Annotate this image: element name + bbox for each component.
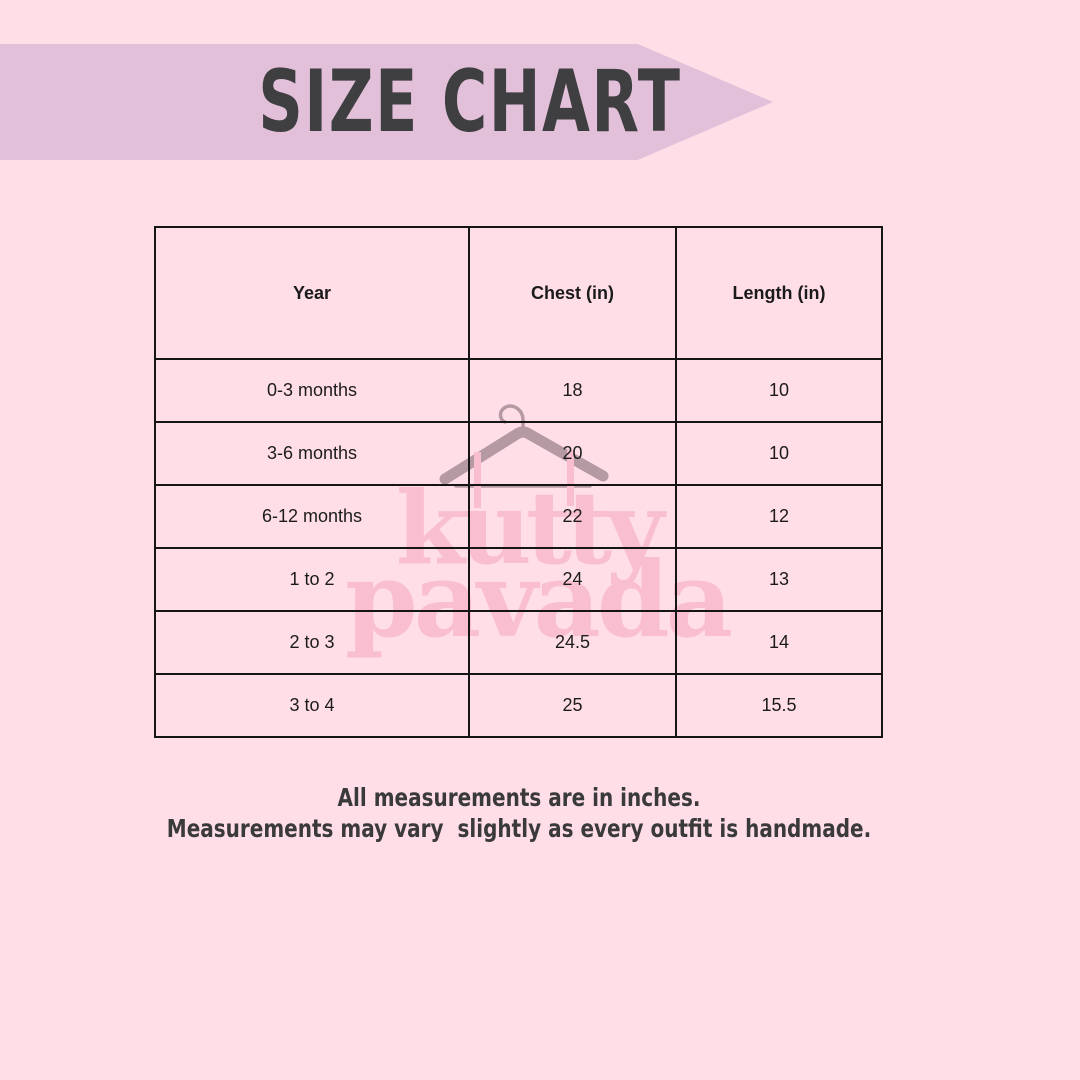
cell-year: 3 to 4 xyxy=(154,673,470,738)
cell-chest: 18 xyxy=(468,358,677,423)
table-header-row: Year Chest (in) Length (in) xyxy=(154,226,883,360)
cell-chest: 20 xyxy=(468,421,677,486)
table-row: 6-12 months 22 12 xyxy=(154,484,883,549)
cell-length: 12 xyxy=(675,484,883,549)
cell-year: 6-12 months xyxy=(154,484,470,549)
footer-line-1: All measurements are in inches. xyxy=(337,783,701,812)
cell-length: 14 xyxy=(675,610,883,675)
table-row: 1 to 2 24 13 xyxy=(154,547,883,612)
footer-line-2: Measurements may vary slightly as every … xyxy=(166,814,872,843)
title-banner: SIZE CHART xyxy=(0,44,773,160)
col-header-year: Year xyxy=(154,226,470,360)
cell-year: 2 to 3 xyxy=(154,610,470,675)
col-header-chest: Chest (in) xyxy=(468,226,677,360)
cell-length: 15.5 xyxy=(675,673,883,738)
page-title: SIZE CHART xyxy=(258,52,682,152)
cell-chest: 24 xyxy=(468,547,677,612)
cell-year: 1 to 2 xyxy=(154,547,470,612)
cell-chest: 22 xyxy=(468,484,677,549)
table-row: 2 to 3 24.5 14 xyxy=(154,610,883,675)
size-table: Year Chest (in) Length (in) 0-3 months 1… xyxy=(154,226,883,738)
cell-year: 3-6 months xyxy=(154,421,470,486)
cell-chest: 25 xyxy=(468,673,677,738)
cell-length: 13 xyxy=(675,547,883,612)
table-row: 0-3 months 18 10 xyxy=(154,358,883,423)
table-row: 3-6 months 20 10 xyxy=(154,421,883,486)
table-row: 3 to 4 25 15.5 xyxy=(154,673,883,738)
cell-year: 0-3 months xyxy=(154,358,470,423)
col-header-length: Length (in) xyxy=(675,226,883,360)
footer-note: All measurements are in inches. Measurem… xyxy=(0,782,1038,844)
cell-length: 10 xyxy=(675,421,883,486)
cell-chest: 24.5 xyxy=(468,610,677,675)
cell-length: 10 xyxy=(675,358,883,423)
